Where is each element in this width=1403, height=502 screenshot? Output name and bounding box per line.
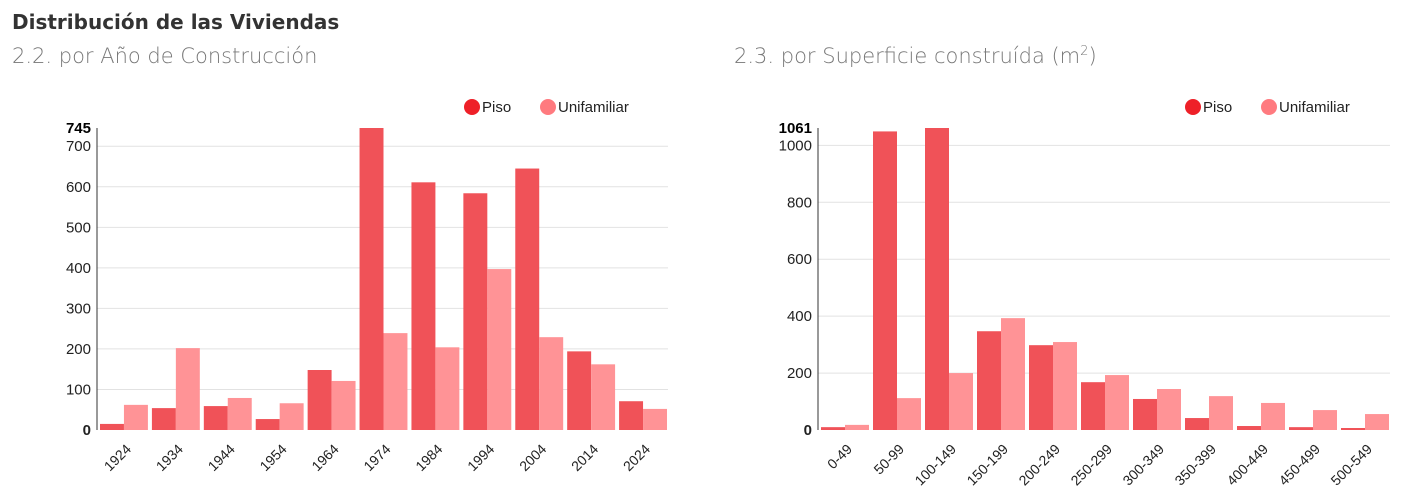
- legend-marker-unifamiliar: [1261, 99, 1277, 115]
- bar-unifamiliar-400-449: [1261, 402, 1285, 430]
- bar-unifamiliar-450-499: [1313, 410, 1337, 430]
- y-tick-label: 700: [66, 138, 91, 155]
- y-tick-label: 200: [787, 365, 812, 382]
- bar-piso-350-399: [1185, 418, 1209, 430]
- x-tick-label: 1944: [205, 441, 238, 474]
- bar-unifamiliar-150-199: [1001, 318, 1025, 430]
- bar-piso-500-549: [1341, 428, 1365, 430]
- bar-piso-1924: [100, 423, 124, 430]
- legend-label-piso: Piso: [1203, 99, 1232, 116]
- x-tick-label: 1964: [308, 441, 341, 474]
- legend-label-piso: Piso: [482, 99, 511, 116]
- y-tick-label: 300: [66, 300, 91, 317]
- legend-label-unifamiliar: Unifamiliar: [558, 99, 629, 116]
- bar-unifamiliar-500-549: [1365, 414, 1389, 430]
- x-tick-label: 250-299: [1067, 441, 1115, 489]
- bar-piso-400-449: [1237, 426, 1261, 430]
- y-tick-label: 1000: [779, 137, 812, 154]
- bar-piso-1994: [463, 193, 488, 430]
- x-tick-label: 200-249: [1015, 441, 1063, 489]
- bar-piso-450-499: [1289, 427, 1313, 430]
- y-tick-label: 800: [787, 194, 812, 211]
- x-tick-label: 2014: [568, 441, 601, 474]
- x-tick-label: 2004: [516, 441, 549, 474]
- bar-piso-250-299: [1081, 382, 1105, 430]
- subtitle-end: ): [1088, 44, 1097, 68]
- bar-unifamiliar-1974: [383, 333, 408, 430]
- y-max-label: 745: [66, 120, 91, 137]
- bar-piso-1944: [203, 406, 228, 430]
- chart-subtitle-year: 2.2. por Año de Construcción: [12, 44, 318, 68]
- x-tick-label: 300-349: [1119, 441, 1167, 489]
- bar-piso-50-99: [873, 131, 897, 430]
- y-tick-label: 0: [804, 422, 812, 439]
- bar-unifamiliar-200-249: [1053, 342, 1077, 430]
- bar-unifamiliar-1964: [331, 380, 356, 430]
- subtitle-sup: 2: [1080, 44, 1089, 59]
- bar-piso-0-49: [821, 427, 845, 430]
- y-tick-label: 600: [66, 179, 91, 196]
- bar-unifamiliar-350-399: [1209, 396, 1233, 430]
- x-tick-label: 500-549: [1327, 441, 1375, 489]
- x-tick-label: 350-399: [1171, 441, 1219, 489]
- legend-label-unifamiliar: Unifamiliar: [1279, 99, 1350, 116]
- page-title: Distribución de las Viviendas: [12, 10, 340, 34]
- bar-piso-2004: [515, 168, 540, 430]
- bar-unifamiliar-2014: [591, 364, 616, 430]
- x-tick-label: 1994: [464, 441, 497, 474]
- y-tick-label: 500: [66, 219, 91, 236]
- bar-piso-1954: [255, 419, 280, 430]
- legend-marker-piso: [1185, 99, 1201, 115]
- x-tick-label: 1934: [153, 441, 186, 474]
- bar-unifamiliar-300-349: [1157, 389, 1181, 430]
- y-tick-label: 100: [66, 381, 91, 398]
- subtitle-text: 2.3. por Superficie construída (m: [734, 44, 1081, 68]
- bar-piso-1984: [411, 182, 436, 430]
- x-tick-label: 1984: [412, 441, 445, 474]
- x-tick-label: 50-99: [870, 441, 907, 478]
- bar-unifamiliar-100-149: [949, 373, 973, 430]
- bar-unifamiliar-1924: [123, 404, 148, 430]
- legend-marker-unifamiliar: [540, 99, 556, 115]
- bar-unifamiliar-250-299: [1105, 375, 1129, 430]
- y-tick-label: 0: [83, 422, 91, 439]
- x-tick-label: 1954: [256, 441, 289, 474]
- y-tick-label: 600: [787, 251, 812, 268]
- bar-piso-300-349: [1133, 398, 1157, 430]
- bar-piso-100-149: [925, 128, 949, 430]
- bar-unifamiliar-2024: [643, 408, 667, 430]
- x-tick-label: 2024: [620, 441, 653, 474]
- x-tick-label: 1924: [101, 441, 134, 474]
- bar-unifamiliar-1954: [279, 403, 304, 430]
- bar-unifamiliar-0-49: [845, 424, 869, 430]
- x-tick-label: 150-199: [963, 441, 1011, 489]
- bar-piso-1934: [151, 408, 176, 430]
- bar-unifamiliar-1944: [227, 397, 252, 430]
- bar-unifamiliar-1994: [487, 269, 512, 430]
- bar-piso-1964: [307, 370, 332, 430]
- bar-unifamiliar-1984: [435, 347, 460, 430]
- y-tick-label: 400: [66, 260, 91, 277]
- chart-subtitle-surface: 2.3. por Superficie construída (m2): [734, 44, 1097, 68]
- bar-piso-2024: [619, 401, 644, 430]
- bar-piso-1974: [359, 128, 384, 430]
- bar-piso-2014: [567, 351, 592, 430]
- x-tick-label: 450-499: [1275, 441, 1323, 489]
- x-tick-label: 0-49: [824, 441, 855, 472]
- y-tick-label: 200: [66, 341, 91, 358]
- bar-unifamiliar-2004: [539, 337, 564, 430]
- y-max-label: 1061: [779, 120, 812, 137]
- bar-piso-150-199: [977, 331, 1001, 430]
- bar-unifamiliar-1934: [175, 348, 200, 430]
- x-tick-label: 1974: [360, 441, 393, 474]
- legend-marker-piso: [464, 99, 480, 115]
- bar-unifamiliar-50-99: [897, 398, 921, 430]
- bar-piso-200-249: [1029, 345, 1053, 430]
- x-tick-label: 100-149: [911, 441, 959, 489]
- y-tick-label: 400: [787, 308, 812, 325]
- x-tick-label: 400-449: [1223, 441, 1271, 489]
